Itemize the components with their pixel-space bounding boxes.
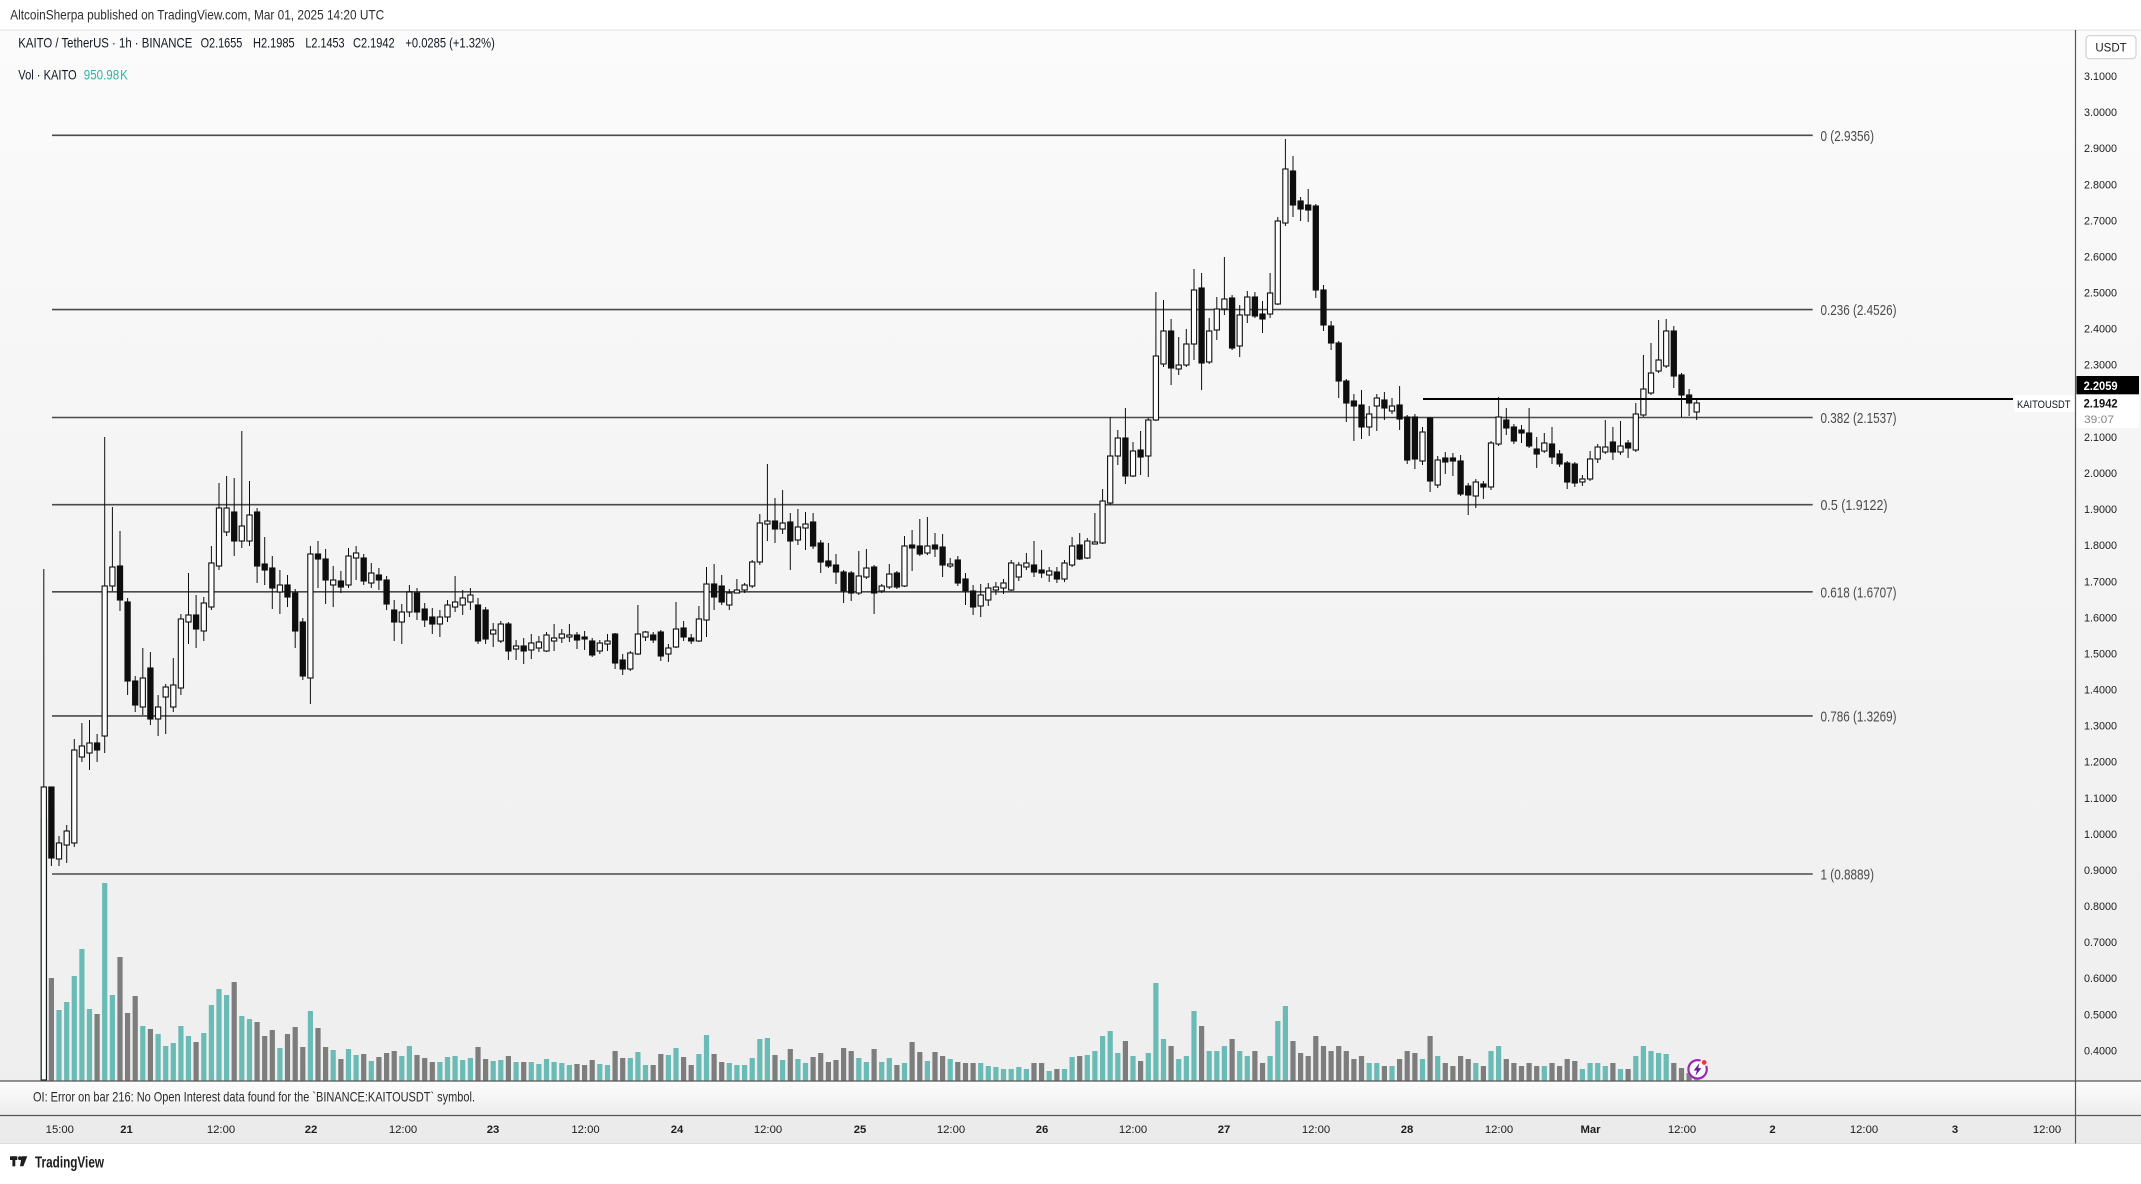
svg-text:1.8000: 1.8000	[2084, 540, 2117, 552]
svg-text:USDT: USDT	[2095, 43, 2126, 55]
svg-text:AltcoinSherpa published on Tra: AltcoinSherpa published on TradingView.c…	[10, 7, 384, 23]
svg-text:KAITOUSDT: KAITOUSDT	[2017, 399, 2071, 411]
svg-text:C2.1942: C2.1942	[353, 35, 395, 51]
svg-text:H2.1985: H2.1985	[253, 35, 295, 51]
svg-text:12:00: 12:00	[1850, 1124, 1878, 1136]
svg-text:28: 28	[1401, 1124, 1414, 1136]
svg-text:O2.1655: O2.1655	[201, 35, 243, 51]
svg-text:2.6000: 2.6000	[2084, 251, 2117, 263]
svg-text:2: 2	[1769, 1124, 1775, 1136]
svg-text:2.8000: 2.8000	[2084, 179, 2117, 191]
svg-text:0.5 (1.9122): 0.5 (1.9122)	[1821, 497, 1888, 514]
svg-text:2.2059: 2.2059	[2084, 380, 2118, 393]
svg-text:2.3000: 2.3000	[2084, 360, 2117, 372]
svg-text:1.6000: 1.6000	[2084, 612, 2117, 624]
svg-text:3.1000: 3.1000	[2084, 71, 2117, 83]
svg-text:0.618 (1.6707): 0.618 (1.6707)	[1821, 584, 1897, 601]
svg-text:12:00: 12:00	[1302, 1124, 1330, 1136]
svg-text:24: 24	[671, 1124, 684, 1136]
svg-text:12:00: 12:00	[1119, 1124, 1147, 1136]
svg-text:21: 21	[120, 1124, 133, 1136]
svg-text:15:00: 15:00	[46, 1124, 74, 1136]
svg-text:12:00: 12:00	[389, 1124, 417, 1136]
svg-text:22: 22	[305, 1124, 318, 1136]
svg-text:1.2000: 1.2000	[2084, 757, 2117, 769]
svg-text:2.4000: 2.4000	[2084, 324, 2117, 336]
svg-text:12:00: 12:00	[754, 1124, 782, 1136]
svg-text:0.4000: 0.4000	[2084, 1045, 2117, 1057]
svg-text:26: 26	[1036, 1124, 1049, 1136]
svg-text:2.5000: 2.5000	[2084, 288, 2117, 300]
svg-text:0.5000: 0.5000	[2084, 1009, 2117, 1021]
svg-text:2.9000: 2.9000	[2084, 143, 2117, 155]
svg-text:0.236 (2.4526): 0.236 (2.4526)	[1821, 302, 1897, 319]
svg-text:39:07: 39:07	[2084, 414, 2114, 426]
svg-text:12:00: 12:00	[207, 1124, 235, 1136]
svg-text:23: 23	[487, 1124, 500, 1136]
svg-text:0.8000: 0.8000	[2084, 901, 2117, 913]
svg-text:3.0000: 3.0000	[2084, 107, 2117, 119]
svg-text:1.5000: 1.5000	[2084, 648, 2117, 660]
svg-text:2.1000: 2.1000	[2084, 432, 2117, 444]
svg-text:3: 3	[1952, 1124, 1958, 1136]
svg-text:2.7000: 2.7000	[2084, 215, 2117, 227]
svg-text:0.786 (1.3269): 0.786 (1.3269)	[1821, 708, 1897, 725]
svg-text:1.0000: 1.0000	[2084, 829, 2117, 841]
svg-text:12:00: 12:00	[2033, 1124, 2061, 1136]
svg-text:12:00: 12:00	[937, 1124, 965, 1136]
svg-text:0.6000: 0.6000	[2084, 973, 2117, 985]
svg-text:1.4000: 1.4000	[2084, 685, 2117, 697]
svg-text:1.9000: 1.9000	[2084, 504, 2117, 516]
svg-text:1 (0.8889): 1 (0.8889)	[1821, 867, 1875, 884]
svg-text:0.9000: 0.9000	[2084, 865, 2117, 877]
svg-text:TradingView: TradingView	[35, 1155, 104, 1172]
svg-text:12:00: 12:00	[571, 1124, 599, 1136]
svg-text:2.0000: 2.0000	[2084, 468, 2117, 480]
svg-text:950.98 K: 950.98 K	[84, 67, 129, 83]
svg-text:0 (2.9356): 0 (2.9356)	[1821, 128, 1875, 145]
svg-text:KAITO / TetherUS · 1h · BINANC: KAITO / TetherUS · 1h · BINANCE	[18, 35, 192, 51]
svg-text:0.7000: 0.7000	[2084, 937, 2117, 949]
svg-text:27: 27	[1218, 1124, 1231, 1136]
svg-text:12:00: 12:00	[1668, 1124, 1696, 1136]
svg-text:OI: Error on bar 216: No Open: OI: Error on bar 216: No Open Interest d…	[33, 1088, 475, 1104]
svg-text:+0.0285 (+1.32%): +0.0285 (+1.32%)	[405, 35, 494, 51]
svg-text:0.382 (2.1537): 0.382 (2.1537)	[1821, 410, 1897, 427]
svg-text:1.3000: 1.3000	[2084, 721, 2117, 733]
svg-text:1.1000: 1.1000	[2084, 793, 2117, 805]
svg-text:12:00: 12:00	[1485, 1124, 1513, 1136]
svg-text:L2.1453: L2.1453	[305, 35, 344, 51]
svg-text:1.7000: 1.7000	[2084, 576, 2117, 588]
svg-text:Vol · KAITO: Vol · KAITO	[18, 67, 76, 83]
svg-text:2.1942: 2.1942	[2084, 398, 2118, 411]
svg-text:25: 25	[854, 1124, 867, 1136]
svg-text:Mar: Mar	[1580, 1124, 1601, 1136]
